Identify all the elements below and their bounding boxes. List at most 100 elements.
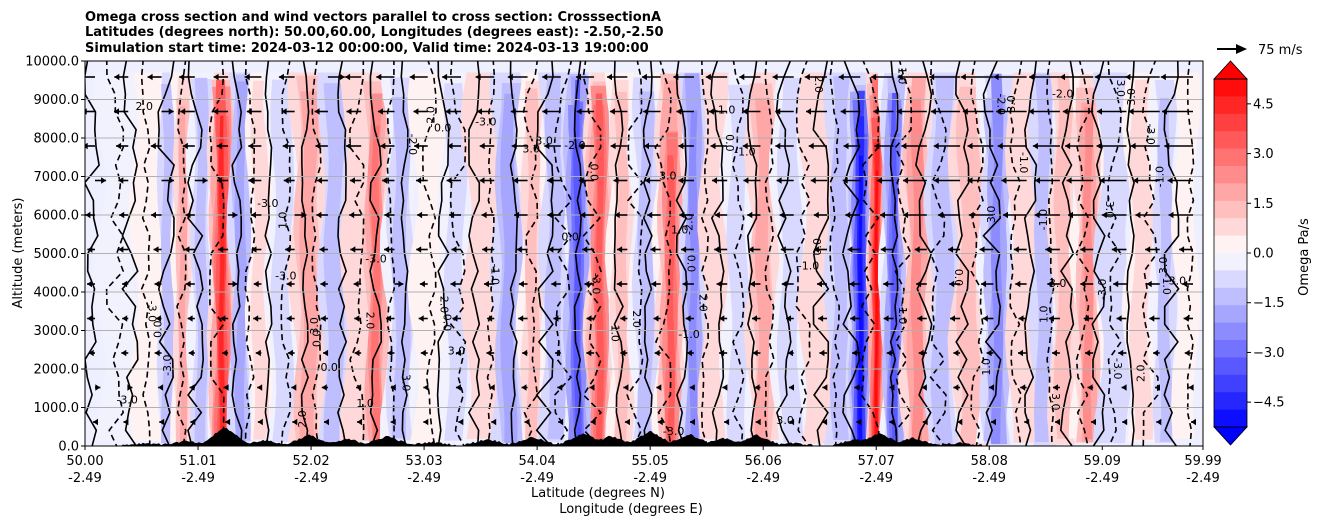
wind-arrow-head: [418, 315, 424, 322]
x-tick-label-lat: 52.02: [292, 454, 329, 469]
omega-fill-band: [874, 170, 879, 444]
wind-arrow-head: [557, 384, 563, 391]
colorbar-segment: [1214, 148, 1247, 167]
contour-label: -2.0: [1052, 87, 1073, 100]
contour-label: 2.0: [812, 75, 825, 93]
wind-arrow-head: [487, 315, 493, 322]
colorbar-segment: [1214, 253, 1247, 271]
wind-arrow-head: [918, 349, 924, 357]
y-tick-label: 2000.0: [34, 363, 80, 378]
omega-fill-band: [910, 98, 924, 441]
wind-arrow-head: [286, 280, 292, 288]
contour-label: 2.0: [630, 310, 643, 328]
wind-arrow-head: [1060, 73, 1065, 81]
wind-arrow-head: [452, 315, 458, 322]
wind-arrow-head: [989, 384, 994, 391]
wind-arrow-head: [808, 142, 814, 150]
wind-arrow-head: [479, 142, 485, 150]
contour-label: 2.0: [364, 312, 377, 330]
wind-arrow-head: [95, 384, 101, 391]
colorbar-segment: [1214, 374, 1247, 393]
wind-arrow-head: [1029, 73, 1034, 81]
wind-arrow-head: [292, 418, 298, 426]
wind-arrow-head: [613, 177, 619, 184]
wind-arrow-head: [921, 384, 927, 391]
wind-arrow-head: [321, 384, 327, 391]
x-tick-label-lon: -2.49: [181, 471, 215, 486]
wind-arrow-head: [87, 280, 92, 288]
wind-arrow-head: [996, 108, 1002, 115]
wind-arrow-head: [743, 177, 749, 184]
contour-label: 0.0: [723, 134, 736, 152]
wind-arrow-head: [742, 142, 748, 150]
wind-arrow-head: [114, 108, 119, 115]
wind-arrow-head: [1155, 384, 1160, 391]
wind-arrow-head: [1091, 418, 1096, 426]
wind-arrow-head: [377, 108, 383, 115]
wind-arrow-head: [281, 108, 287, 115]
wind-arrow-head: [1062, 108, 1068, 115]
omega-fill-band: [270, 79, 295, 443]
wind-arrow-head: [651, 280, 657, 288]
wind-arrow-head: [930, 108, 936, 115]
wind-arrow-head: [752, 349, 758, 357]
wind-arrow-head: [458, 418, 464, 426]
wind-arrow-head: [787, 349, 793, 357]
wind-arrow-head: [202, 177, 208, 184]
wind-arrow-head: [251, 246, 257, 253]
omega-fill-band: [858, 155, 863, 443]
contour-label: -2.0: [406, 134, 419, 155]
wind-arrow-head: [450, 280, 456, 288]
wind-arrow-head: [847, 246, 853, 253]
x-tick-label-lat: 58.08: [971, 454, 1008, 469]
omega-fill-band: [667, 155, 676, 444]
wind-arrow-head: [185, 211, 191, 219]
wind-arrow-head: [776, 177, 782, 184]
wind-arrow-head: [842, 177, 848, 184]
contour-label: 1.0: [608, 324, 621, 342]
contour-label: -3.0: [1096, 279, 1109, 300]
wind-arrow-head: [390, 418, 396, 426]
wind-arrow-head: [319, 246, 325, 253]
wind-arrow-head: [301, 211, 307, 219]
wind-arrow-head: [390, 384, 396, 391]
wind-arrow-head: [357, 418, 362, 426]
wind-arrow-head: [222, 349, 228, 357]
wind-arrow-head: [957, 418, 963, 426]
wind-arrow-head: [1156, 418, 1162, 426]
wind-arrow-head: [244, 73, 250, 81]
wind-arrow-head: [253, 315, 259, 322]
contour-line: [311, 61, 322, 446]
wind-arrow-head: [101, 177, 107, 184]
colorbar-segment: [1214, 270, 1247, 289]
omega-fill-band: [544, 74, 566, 440]
wind-arrow-head: [356, 384, 362, 391]
wind-arrow-head: [1161, 108, 1167, 115]
contour-line: [582, 61, 603, 446]
wind-arrow-head: [1130, 142, 1136, 150]
wind-arrow-head: [416, 177, 422, 184]
wind-arrow-head: [1179, 246, 1185, 253]
contour-label: 3.0: [1114, 80, 1127, 98]
wind-arrow-head: [555, 349, 561, 357]
wind-arrow-head: [1068, 211, 1073, 219]
contour-label: 2.0: [136, 100, 154, 113]
contour-line: [280, 61, 292, 446]
wind-arrow-head: [187, 315, 193, 322]
wind-arrow-head: [1028, 108, 1034, 115]
wind-arrow-head: [817, 280, 822, 288]
wind-arrow-head: [384, 246, 390, 253]
wind-arrow-head: [722, 384, 728, 391]
wind-arrow-head: [1003, 211, 1008, 219]
wind-arrow-head: [681, 246, 687, 253]
contour-line: [894, 61, 913, 446]
y-axis: 0.0 1000.0 2000.0 3000.0 4000.0 5000.0 6000.0 7…: [25, 55, 85, 455]
wind-arrow-head: [789, 384, 794, 391]
omega-fill-band: [1053, 76, 1075, 439]
contour-label: -2.0: [564, 139, 585, 152]
y-tick-label: 4000.0: [34, 286, 80, 301]
contour-line: [700, 61, 710, 446]
wind-arrow-head: [716, 280, 722, 288]
wind-arrow-head: [510, 108, 516, 115]
wind-arrow-head: [656, 384, 662, 391]
